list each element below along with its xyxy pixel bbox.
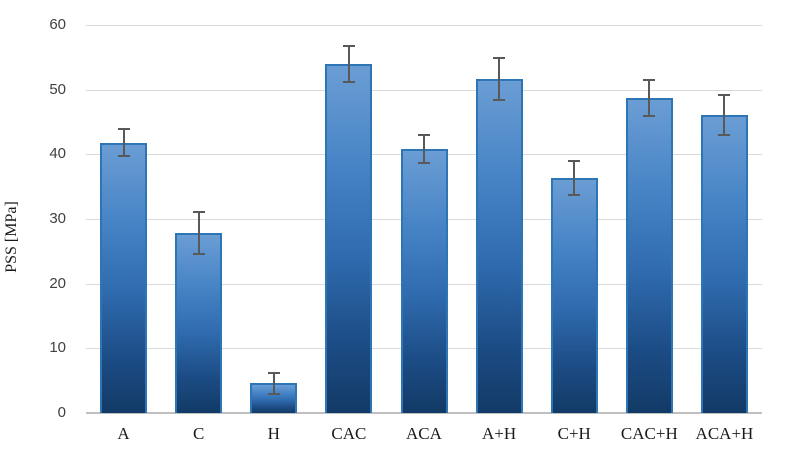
- gridline-60: [86, 25, 762, 26]
- x-tick-label-A: A: [117, 424, 130, 443]
- error-bar-CAC+H: [643, 78, 656, 118]
- bar-CAC: [325, 63, 373, 413]
- error-bar-cap-top: [418, 134, 430, 137]
- error-bar-cap-top: [117, 128, 130, 131]
- error-bar-C: [192, 210, 205, 255]
- error-bar-line: [122, 128, 125, 157]
- error-bar-C+H: [568, 160, 581, 197]
- error-bar-cap-top: [718, 94, 731, 97]
- bar-CAC+H: [625, 98, 673, 413]
- error-bar-cap-bottom: [342, 80, 355, 83]
- bar-A: [100, 142, 148, 413]
- bar-A+H: [475, 78, 523, 413]
- y-tick-label-0: 0: [57, 404, 66, 421]
- y-tick-label-40: 40: [49, 145, 66, 163]
- error-bar-line: [197, 210, 200, 255]
- error-bar-cap-bottom: [267, 392, 280, 395]
- error-bar-line: [723, 94, 726, 136]
- x-tick-label-A+H: A+H: [482, 424, 517, 443]
- error-bar-cap-bottom: [493, 98, 506, 101]
- error-bar-A: [117, 128, 130, 157]
- bar-C+H: [550, 178, 598, 413]
- x-tick-label-C: C: [192, 424, 205, 443]
- error-bar-line: [648, 78, 651, 118]
- x-tick-label-ACA+H: ACA+H: [695, 424, 754, 443]
- error-bar-H: [267, 371, 280, 395]
- y-tick-label-20: 20: [49, 274, 66, 292]
- error-bar-A+H: [493, 56, 506, 101]
- y-tick-label-10: 10: [49, 339, 66, 357]
- error-bar-line: [347, 45, 350, 83]
- bar-ACA: [400, 149, 448, 413]
- error-bar-line: [272, 371, 275, 395]
- error-bar-cap-bottom: [718, 133, 731, 136]
- y-tick-label-60: 60: [49, 16, 66, 33]
- error-bar-cap-bottom: [643, 115, 656, 118]
- bar-H: [250, 383, 298, 413]
- error-bar-cap-top: [568, 160, 581, 163]
- error-bar-cap-bottom: [568, 194, 581, 197]
- error-bar-cap-top: [493, 56, 506, 59]
- error-bar-cap-top: [342, 45, 355, 48]
- y-tick-label-30: 30: [49, 210, 66, 227]
- y-axis-title: PSS [MPa]: [3, 201, 20, 273]
- error-bar-line: [573, 160, 576, 197]
- x-axis-line: [86, 412, 762, 414]
- error-bar-cap-top: [643, 78, 656, 81]
- error-bar-CAC: [342, 45, 355, 83]
- error-bar-line: [498, 56, 501, 101]
- bar-ACA+H: [700, 114, 748, 413]
- error-bar-cap-top: [267, 371, 280, 374]
- error-bar-cap-bottom: [192, 252, 205, 255]
- error-bar-ACA+H: [718, 94, 731, 136]
- x-tick-label-C+H: C+H: [557, 424, 591, 443]
- error-bar-cap-top: [192, 210, 205, 213]
- x-tick-label-CAC: CAC: [331, 424, 367, 443]
- error-bar-cap-bottom: [418, 162, 430, 165]
- plot-area: [86, 25, 762, 414]
- gridline-50: [86, 89, 762, 91]
- x-tick-label-H: H: [267, 424, 280, 443]
- x-tick-label-ACA: ACA: [406, 424, 442, 443]
- y-tick-label-50: 50: [49, 80, 66, 98]
- error-bar-cap-bottom: [117, 154, 130, 157]
- bar-C: [175, 232, 223, 413]
- error-bar-line: [423, 134, 425, 165]
- x-tick-label-CAC+H: CAC+H: [620, 424, 678, 443]
- error-bar-ACA: [418, 134, 430, 165]
